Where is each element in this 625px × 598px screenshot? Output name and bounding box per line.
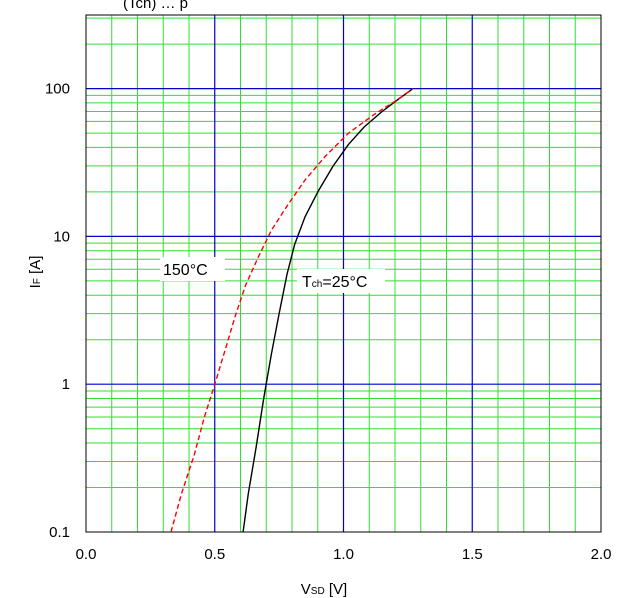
y-tick-label: 0.1 <box>49 524 70 541</box>
series-line-25c <box>243 89 413 532</box>
title-fragment: (Tch) … p <box>123 0 188 12</box>
y-axis-label: IF [A] <box>27 256 44 289</box>
x-tick-label: 0.5 <box>204 546 225 563</box>
x-axis-label: VSD [V] <box>301 581 347 598</box>
x-tick-label: 2.0 <box>591 546 612 563</box>
x-tick-label: 1.0 <box>333 546 354 563</box>
tick-labels: 0.0 0.5 1.0 1.5 2.0 0.1 1 10 100 <box>45 81 611 563</box>
y-tick-label: 100 <box>45 81 70 98</box>
y-tick-label: 1 <box>62 376 70 393</box>
y-tick-label: 10 <box>53 228 70 245</box>
x-tick-label: 0.0 <box>76 546 97 563</box>
x-tick-label: 1.5 <box>462 546 483 563</box>
series-label-150c: 150°C <box>163 262 208 279</box>
